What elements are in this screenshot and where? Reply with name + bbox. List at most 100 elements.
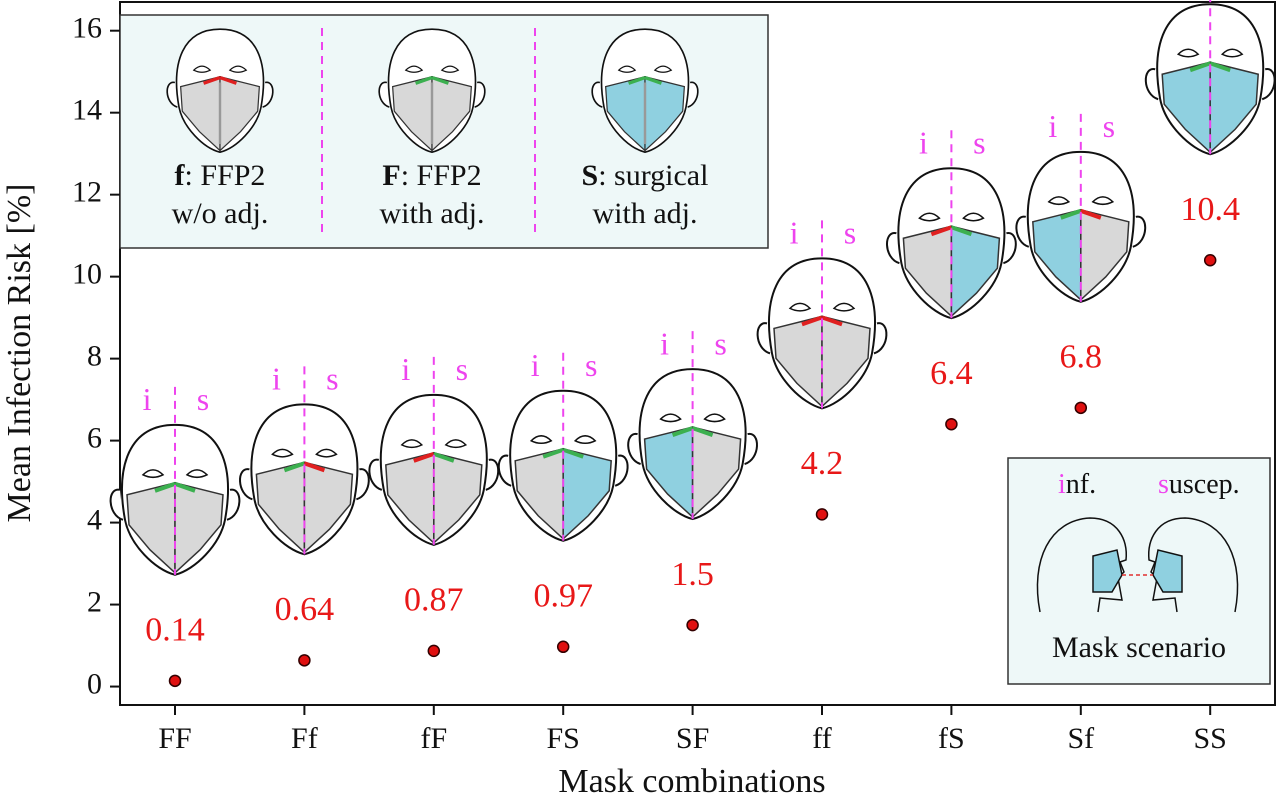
- ear: [1132, 215, 1147, 248]
- nose-clip: [1189, 61, 1211, 73]
- eye: [444, 439, 468, 449]
- value-label: 4.2: [801, 445, 844, 482]
- x-tick-label: Sf: [1067, 722, 1094, 755]
- face-label: i: [531, 347, 540, 383]
- value-label: 6.8: [1060, 339, 1103, 376]
- ear: [474, 81, 486, 108]
- ear: [378, 81, 390, 108]
- eye: [271, 448, 294, 458]
- ear: [262, 81, 274, 108]
- ear: [497, 454, 512, 487]
- legend-text: f: FFP2: [175, 159, 266, 192]
- ear: [627, 433, 642, 466]
- x-tick-label: SS: [1194, 722, 1227, 755]
- ear: [873, 322, 888, 355]
- legend-key: f: [175, 159, 186, 192]
- legend-desc: : FFP2: [401, 159, 482, 192]
- legend-key: F: [382, 159, 400, 192]
- ear: [166, 81, 178, 108]
- x-axis-label: Mask combinations: [558, 763, 825, 800]
- inset-label: inf.: [1058, 469, 1096, 500]
- point: [168, 674, 182, 688]
- ear: [614, 454, 629, 487]
- value-label: 0.87: [404, 582, 464, 619]
- eye: [918, 212, 941, 222]
- eye: [617, 65, 637, 73]
- x-tick-label: Ff: [291, 722, 318, 755]
- legend-key: S: [582, 159, 599, 192]
- nose-clip: [303, 461, 326, 473]
- y-axis-label: Mean Infection Risk [%]: [1, 184, 38, 523]
- eye: [440, 65, 460, 73]
- face-label: s: [1103, 108, 1115, 144]
- face: [378, 28, 486, 154]
- eye: [573, 435, 597, 445]
- eye: [315, 448, 338, 458]
- eye: [400, 439, 424, 449]
- value-label: 6.4: [930, 355, 973, 392]
- point: [556, 640, 570, 654]
- face-label: s: [456, 351, 468, 387]
- nose-clip: [154, 481, 176, 493]
- nose-clip: [1080, 208, 1102, 220]
- x-tick-label: FF: [158, 722, 191, 755]
- face-label: i: [272, 361, 281, 397]
- nose-clip: [542, 447, 564, 459]
- ear: [355, 468, 370, 501]
- eye: [1047, 196, 1071, 206]
- face: is: [1144, 0, 1276, 156]
- point: [298, 654, 311, 667]
- face-label: i: [143, 381, 152, 417]
- nose-clip: [930, 225, 953, 237]
- nose-clip: [283, 461, 306, 473]
- nose-clip: [1209, 61, 1231, 73]
- nose-clip: [203, 76, 221, 85]
- eye: [832, 302, 856, 312]
- nose-clip: [950, 225, 973, 237]
- y-tick-label: 0: [87, 667, 102, 700]
- y-tick-label: 8: [87, 340, 102, 373]
- y-tick-label: 14: [72, 94, 102, 127]
- legend-text: F: FFP2: [382, 159, 481, 192]
- legend-desc: : FFP2: [185, 159, 266, 192]
- eye: [1176, 48, 1200, 58]
- face-label: s: [714, 325, 726, 361]
- face-label: s: [973, 125, 985, 161]
- x-tick-label: FS: [547, 722, 580, 755]
- nose-clip: [219, 76, 237, 85]
- legend-text: w/o adj.: [172, 197, 269, 230]
- face-label: i: [401, 351, 410, 387]
- ear: [1261, 68, 1276, 101]
- ear: [109, 488, 124, 521]
- y-tick-label: 2: [87, 585, 102, 618]
- face-label: s: [844, 215, 856, 251]
- nose-clip: [628, 76, 646, 85]
- eye: [1091, 196, 1115, 206]
- legend-text: with adj.: [380, 197, 485, 230]
- face-label: s: [585, 347, 597, 383]
- value-label: 0.97: [533, 578, 593, 615]
- inset-text: nf.: [1066, 469, 1096, 500]
- ear: [687, 81, 699, 108]
- inset-label: suscep.: [1158, 469, 1240, 500]
- x-tick-label: ff: [812, 722, 831, 755]
- inset-initial: i: [1058, 469, 1066, 500]
- y-tick-label: 6: [87, 421, 102, 454]
- ear: [1002, 232, 1017, 265]
- eye: [962, 212, 985, 222]
- inset-title: Mask scenario: [1052, 631, 1226, 664]
- nose-clip: [433, 452, 455, 463]
- eye: [141, 469, 165, 479]
- eye: [1220, 48, 1244, 58]
- nose-clip: [801, 315, 823, 327]
- nose-clip: [691, 426, 714, 437]
- ear: [886, 232, 900, 265]
- ear: [756, 322, 771, 355]
